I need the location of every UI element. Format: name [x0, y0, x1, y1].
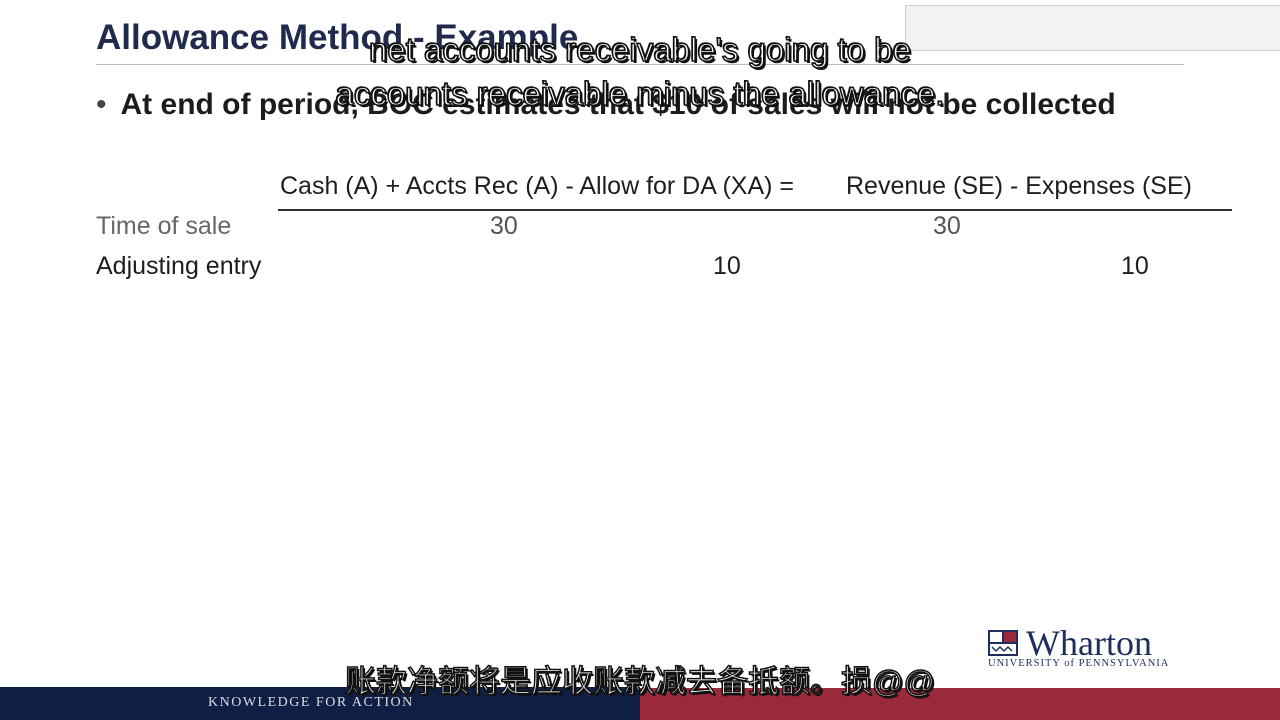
bullet-dot: •: [96, 88, 107, 121]
wharton-logo: Wharton UNIVERSITY of PENNSYLVANIA: [988, 623, 1192, 672]
cell-adjusting-expenses: 10: [1121, 252, 1149, 280]
bullet-point: • At end of period, BOC estimates that $1…: [96, 88, 1116, 122]
chinese-subtitle: 账款净额将是应收账款减去备抵额。损@@: [344, 663, 935, 700]
footer-crimson-band: [640, 688, 1280, 720]
title-divider: [96, 64, 1184, 65]
bullet-text: At end of period, BOC estimates that $10…: [120, 88, 1116, 121]
equation-equity-side: Revenue (SE) - Expenses (SE): [846, 172, 1192, 200]
footer-navy-band: KNOWLEDGE FOR ACTION: [0, 687, 640, 720]
footer-tagline: KNOWLEDGE FOR ACTION: [208, 695, 414, 710]
slide-title: Allowance Method - Example: [96, 18, 579, 57]
equation-underline: [278, 209, 1232, 211]
row-label-time-of-sale: Time of sale: [96, 212, 232, 240]
logo-wordmark: Wharton: [1026, 623, 1152, 663]
shield-icon: [988, 630, 1018, 656]
equation-assets-side: Cash (A) + Accts Rec (A) - Allow for DA …: [280, 172, 795, 200]
top-right-overlay-box: [905, 5, 1280, 51]
cell-time-of-sale-revenue: 30: [933, 212, 961, 240]
logo-university-line: UNIVERSITY of PENNSYLVANIA: [988, 658, 1170, 669]
row-label-adjusting-entry: Adjusting entry: [96, 252, 262, 280]
cell-time-of-sale-cash: 30: [490, 212, 518, 240]
cell-adjusting-allowance: 10: [713, 252, 741, 280]
accounting-equation-header: Cash (A) + Accts Rec (A) - Allow for DA …: [280, 172, 1192, 201]
